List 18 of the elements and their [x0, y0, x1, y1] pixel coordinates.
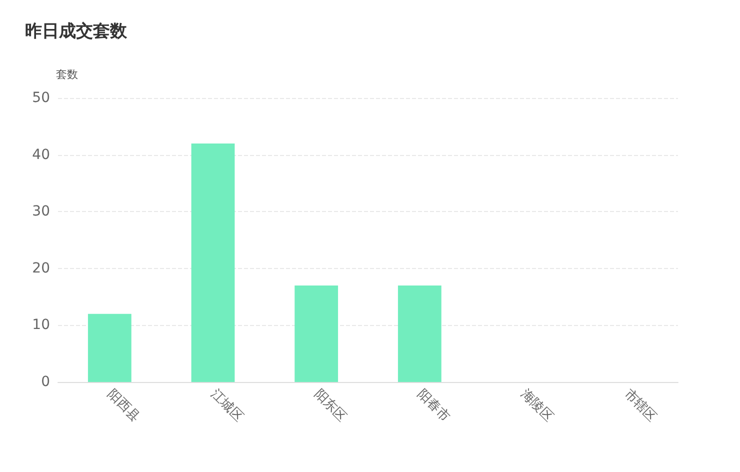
x-tick-label: 阳春市: [414, 386, 453, 425]
y-tick-label: 20: [32, 260, 50, 276]
x-tick-label: 江城区: [208, 386, 246, 425]
x-tick-label: 市辖区: [621, 386, 660, 425]
y-tick-label: 0: [41, 374, 50, 390]
bar: [88, 314, 132, 382]
bar: [294, 285, 338, 382]
x-tick-label: 海陵区: [518, 386, 556, 425]
bar: [398, 285, 442, 382]
y-tick-label: 50: [32, 90, 50, 106]
y-tick-label: 40: [32, 146, 50, 163]
x-tick-label: 阳东区: [311, 386, 350, 425]
y-tick-label: 30: [32, 204, 50, 220]
y-axis-title: 套数: [56, 68, 78, 81]
y-tick-label: 10: [32, 317, 50, 334]
bar: [191, 143, 235, 382]
chart-title: 昨日成交套数: [25, 22, 128, 42]
x-tick-label: 阳西县: [104, 386, 143, 425]
